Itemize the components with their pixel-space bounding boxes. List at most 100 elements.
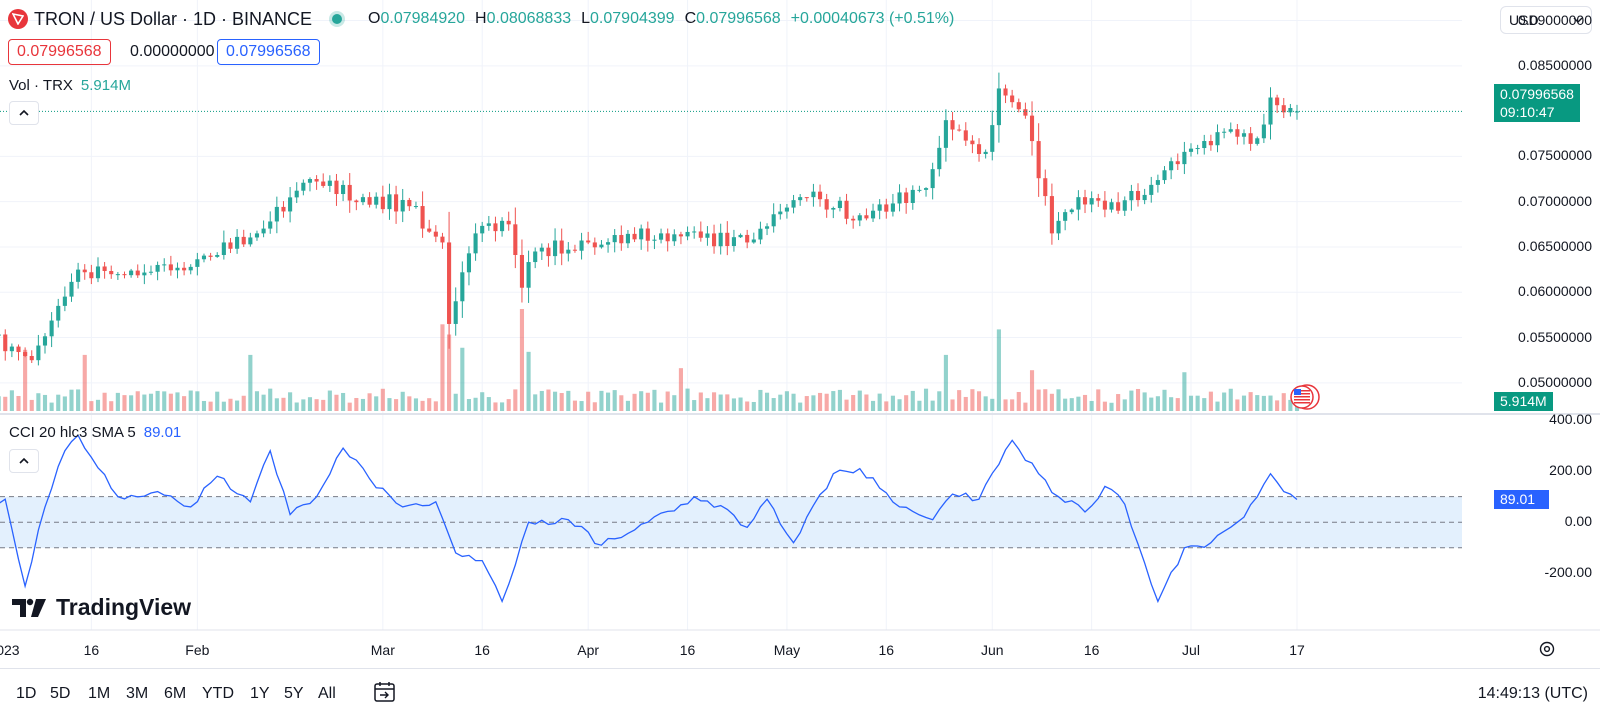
volume-bar	[347, 402, 352, 411]
time-tick-label: 16	[83, 642, 100, 658]
candle	[513, 207, 518, 269]
volume-bar	[996, 329, 1001, 411]
volume-bar	[374, 396, 379, 411]
candle	[784, 203, 789, 219]
utc-clock[interactable]: 14:49:13 (UTC)	[1477, 685, 1588, 702]
volume-bar	[268, 388, 273, 411]
volume-bar	[95, 399, 101, 411]
volume-bar	[738, 397, 743, 411]
candle	[109, 265, 114, 279]
volume-bar	[500, 402, 505, 411]
candle	[1155, 174, 1160, 193]
volume-bar	[301, 399, 306, 411]
candle	[254, 230, 260, 241]
volume-bar	[1116, 394, 1121, 411]
timeframe-button-5y[interactable]: 5Y	[284, 685, 304, 702]
timeframe-button-6m[interactable]: 6M	[164, 685, 187, 702]
candle	[817, 184, 823, 207]
currency-select[interactable]: USD	[1500, 6, 1592, 34]
calendar-goto-icon[interactable]	[374, 681, 396, 703]
timeframe-button-1y[interactable]: 1Y	[250, 685, 270, 702]
candle	[367, 192, 372, 208]
tradingview-logo[interactable]: TradingView	[12, 594, 191, 621]
volume-bar	[314, 399, 319, 411]
candle	[102, 262, 107, 279]
volume-bar	[546, 389, 551, 411]
volume-tag: 5.914M	[1494, 392, 1553, 411]
tradingview-logo-icon	[12, 598, 46, 617]
candle	[645, 221, 650, 252]
volume-bar	[592, 402, 597, 411]
timeframe-button-all[interactable]: All	[318, 685, 336, 702]
candle	[1294, 104, 1300, 120]
candle	[1288, 103, 1293, 117]
candle	[804, 197, 809, 202]
candle	[930, 162, 935, 200]
candle	[1076, 190, 1081, 221]
symbol-title[interactable]: TRON / US Dollar · 1D · BINANCE	[34, 8, 313, 29]
candle	[49, 312, 54, 348]
volume-bar	[659, 402, 664, 411]
volume-bar	[413, 398, 419, 411]
candle	[466, 246, 472, 286]
candle	[62, 286, 67, 312]
collapse-main-button[interactable]	[9, 101, 39, 125]
volume-bar	[274, 398, 279, 411]
timeframe-button-1m[interactable]: 1M	[88, 685, 111, 702]
candle	[705, 226, 710, 246]
candle	[380, 185, 385, 214]
volume-bar	[182, 396, 187, 411]
candle	[844, 193, 849, 225]
candle	[135, 264, 140, 278]
timeframe-button-5d[interactable]: 5D	[50, 685, 71, 702]
close-label: C	[684, 10, 697, 27]
candle	[950, 111, 955, 141]
volume-bar	[1288, 399, 1293, 411]
volume-bar	[745, 401, 750, 411]
volume-bar	[321, 399, 326, 411]
volume-legend[interactable]: Vol · TRX 5.914M	[9, 77, 131, 94]
candle	[1169, 157, 1174, 180]
volume-bar	[1202, 398, 1207, 411]
candle	[718, 223, 723, 255]
volume-bar	[69, 389, 74, 411]
sell-price-button[interactable]: 0.07996568	[8, 39, 111, 65]
buy-price-button[interactable]: 0.07996568	[217, 39, 320, 65]
candle	[1149, 176, 1154, 203]
chart-canvas[interactable]	[0, 0, 1600, 668]
collapse-cci-button[interactable]	[9, 449, 39, 473]
timeframe-button-1d[interactable]: 1D	[16, 685, 37, 702]
volume-bar	[513, 389, 518, 411]
time-tick-label: Apr	[577, 642, 600, 658]
candle	[970, 135, 975, 154]
candle	[447, 211, 452, 349]
volume-bar	[526, 351, 531, 411]
volume-bar	[625, 400, 630, 411]
volume-bar	[1122, 399, 1127, 411]
volume-bar	[9, 390, 14, 411]
volume-bar	[162, 391, 167, 411]
volume-bar	[1023, 402, 1028, 411]
candle	[884, 198, 889, 219]
candle	[162, 258, 167, 272]
candle	[890, 193, 895, 217]
candle	[1222, 128, 1227, 139]
candle	[791, 194, 796, 214]
volume-bar	[1129, 390, 1134, 411]
candle	[1175, 153, 1180, 170]
timeframe-button-3m[interactable]: 3M	[126, 685, 149, 702]
candle	[420, 191, 425, 238]
candle	[480, 221, 485, 242]
timeframe-button-ytd[interactable]: YTD	[202, 685, 234, 702]
volume-bar	[804, 396, 809, 411]
time-tick-label: Jun	[980, 642, 1004, 658]
volume-bar	[705, 398, 710, 411]
settings-icon[interactable]	[1538, 640, 1556, 658]
candle	[983, 149, 988, 159]
cci-legend[interactable]: CCI 20 hlc3 SMA 5 89.01	[9, 424, 181, 441]
candle	[1096, 193, 1101, 207]
us-flag-icon[interactable]	[1290, 384, 1320, 410]
volume-bar	[606, 392, 611, 411]
volume-bar	[1228, 388, 1233, 411]
volume-bar	[1281, 393, 1286, 411]
